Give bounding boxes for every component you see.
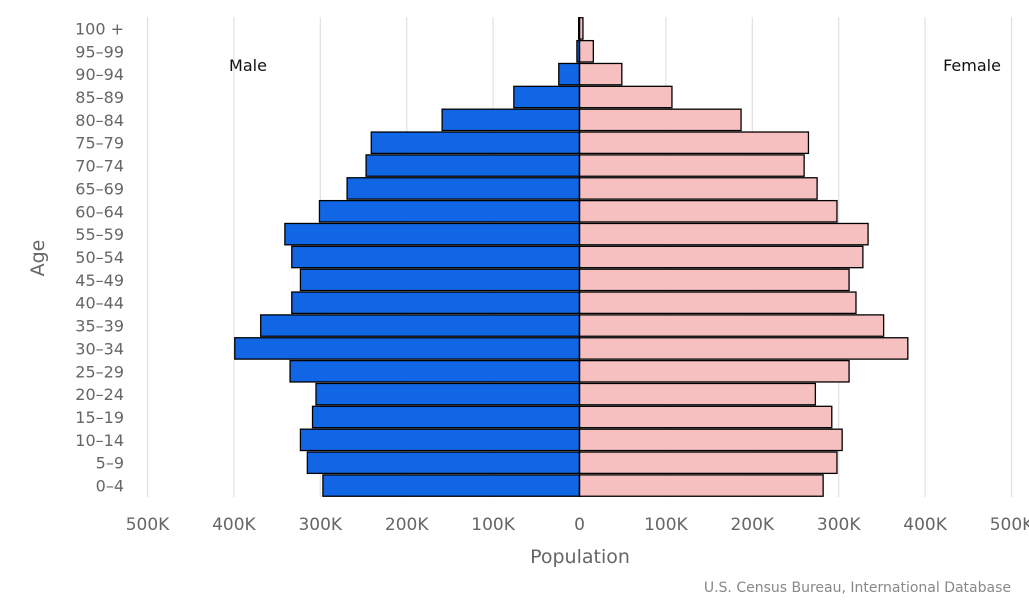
female-bar (578, 474, 824, 497)
age-tick-label: 5–9 (96, 454, 124, 473)
male-bar (260, 314, 581, 337)
x-tick-label: 500K (126, 515, 170, 535)
male-bar (299, 268, 581, 292)
age-tick-label: 0–4 (96, 477, 124, 496)
age-tick-label: 100 + (75, 19, 124, 38)
age-tick-label: 40–44 (75, 294, 124, 313)
x-tick-label: 100K (644, 515, 688, 535)
female-bar (578, 314, 885, 337)
female-bar (578, 154, 805, 177)
age-tick-label: 45–49 (75, 271, 124, 290)
male-bar (365, 154, 581, 177)
male-bar (284, 222, 581, 246)
age-tick-label: 25–29 (75, 362, 124, 381)
male-bar (346, 177, 581, 200)
female-bar (578, 222, 869, 246)
age-tick-labels: 0–4 5–9 10–14 15–19 20–24 25–29 30–34 35–39 40–4… (75, 19, 124, 495)
female-bar (578, 85, 673, 109)
x-tick-label: 200K (385, 515, 429, 535)
male-bar (234, 337, 581, 360)
female-bar (578, 39, 594, 63)
male-bar (513, 85, 581, 109)
age-tick-label: 95–99 (75, 42, 124, 61)
age-tick-label: 80–84 (75, 111, 124, 130)
male-bar (318, 199, 581, 223)
female-bar (578, 451, 838, 475)
male-bar (306, 451, 581, 475)
male-bar (315, 382, 581, 406)
bars (234, 17, 909, 497)
male-bar (291, 245, 581, 269)
x-tick-label: 300K (817, 515, 861, 535)
age-tick-label: 30–34 (75, 339, 124, 358)
male-side-label: Male (229, 56, 267, 75)
x-tick-label: 500K (990, 515, 1029, 535)
female-bar (578, 108, 742, 132)
y-axis-title: Age (27, 240, 49, 277)
male-bar (289, 359, 581, 383)
female-bar (578, 131, 810, 155)
age-tick-label: 10–14 (75, 431, 124, 450)
female-bar (578, 359, 850, 383)
x-tick-labels: 500K 400K 300K 200K 100K 0 100K 200K 300K 400K 500… (126, 515, 1029, 535)
age-tick-label: 50–54 (75, 248, 124, 267)
male-bar (311, 405, 581, 429)
x-axis-title: Population (530, 546, 630, 568)
x-tick-label: 0 (574, 515, 585, 535)
female-bar (578, 62, 623, 86)
female-side-label: Female (943, 56, 1001, 75)
source-credit: U.S. Census Bureau, International Databa… (704, 580, 1011, 596)
age-tick-label: 55–59 (75, 225, 124, 244)
male-bar (370, 131, 581, 155)
age-tick-label: 35–39 (75, 317, 124, 336)
male-bar (322, 474, 581, 497)
age-tick-label: 85–89 (75, 88, 124, 107)
female-bar (578, 337, 909, 360)
age-tick-label: 65–69 (75, 179, 124, 198)
age-tick-label: 60–64 (75, 202, 124, 221)
female-bar (578, 291, 857, 315)
age-tick-label: 70–74 (75, 157, 124, 176)
age-tick-label: 75–79 (75, 134, 124, 153)
female-bar (578, 245, 864, 269)
age-tick-label: 20–24 (75, 385, 124, 404)
female-bar (578, 428, 843, 452)
female-bar (578, 199, 838, 223)
age-tick-label: 15–19 (75, 408, 124, 427)
female-bar (578, 177, 818, 200)
male-bar (441, 108, 581, 132)
male-bar (558, 62, 581, 86)
x-tick-label: 100K (471, 515, 515, 535)
female-bar (578, 382, 817, 406)
x-tick-label: 200K (730, 515, 774, 535)
male-bar (291, 291, 581, 315)
female-bar (578, 268, 850, 292)
female-bar (578, 405, 833, 429)
x-tick-label: 400K (903, 515, 947, 535)
x-tick-label: 400K (212, 515, 256, 535)
age-tick-label: 90–94 (75, 65, 124, 84)
male-bar (299, 428, 581, 452)
x-tick-label: 300K (298, 515, 342, 535)
